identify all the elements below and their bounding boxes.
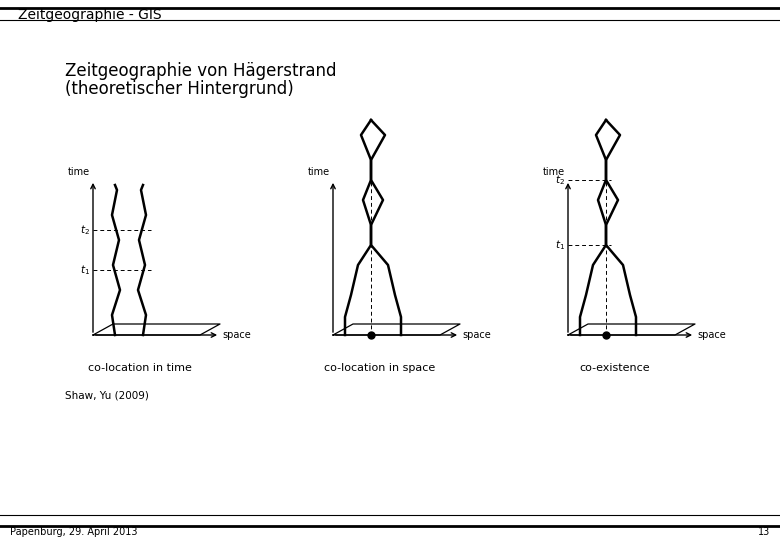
- Text: Zeitgeographie von Hägerstrand: Zeitgeographie von Hägerstrand: [65, 62, 336, 80]
- Text: time: time: [308, 167, 330, 177]
- Text: space: space: [462, 330, 491, 340]
- Text: co-existence: co-existence: [580, 363, 651, 373]
- Text: (theoretischer Hintergrund): (theoretischer Hintergrund): [65, 80, 294, 98]
- Text: time: time: [68, 167, 90, 177]
- Text: space: space: [222, 330, 250, 340]
- Text: $t_2$: $t_2$: [555, 173, 565, 187]
- Text: time: time: [543, 167, 565, 177]
- Text: Zeitgeographie - GIS: Zeitgeographie - GIS: [18, 8, 161, 22]
- Text: $t_2$: $t_2$: [80, 223, 90, 237]
- Text: co-location in space: co-location in space: [324, 363, 435, 373]
- Text: $t_1$: $t_1$: [80, 263, 90, 277]
- Text: space: space: [697, 330, 725, 340]
- Text: $t_1$: $t_1$: [555, 238, 565, 252]
- Text: co-location in time: co-location in time: [88, 363, 192, 373]
- Text: 13: 13: [757, 527, 770, 537]
- Text: Shaw, Yu (2009): Shaw, Yu (2009): [65, 390, 149, 400]
- Text: Papenburg, 29. April 2013: Papenburg, 29. April 2013: [10, 527, 137, 537]
